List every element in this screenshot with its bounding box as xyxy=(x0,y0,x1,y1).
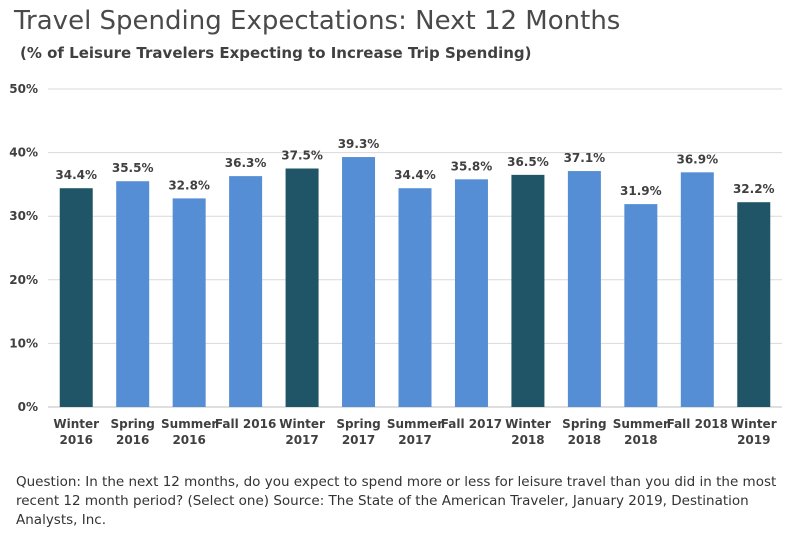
bar xyxy=(737,202,771,407)
x-tick-label: Fall 2016 xyxy=(215,417,276,431)
x-tick-label-line: Fall 2017 xyxy=(441,417,502,431)
x-tick-label-line: Winter xyxy=(731,417,777,431)
x-tick-label: Winter 2019 xyxy=(731,417,777,447)
chart-subtitle: (% of Leisure Travelers Expecting to Inc… xyxy=(20,44,532,62)
x-tick-label-line: 2018 xyxy=(568,433,601,447)
x-tick-label-line: 2017 xyxy=(398,433,431,447)
x-tick-label-line: Winter xyxy=(505,417,551,431)
data-label: 34.4% xyxy=(55,168,97,182)
data-label: 35.8% xyxy=(451,159,493,173)
x-tick-label-line: Fall 2016 xyxy=(215,417,276,431)
y-tick-label: 0% xyxy=(18,400,38,414)
data-label: 36.9% xyxy=(676,152,718,166)
y-axis-tick-labels: 0% 10% 20% 30% 40% 50% xyxy=(9,82,38,414)
bars xyxy=(59,157,771,407)
bar xyxy=(342,157,376,407)
y-tick-label: 10% xyxy=(9,336,38,350)
x-tick-label: Spring 2018 xyxy=(562,417,606,447)
x-tick-label-line: Spring xyxy=(336,417,380,431)
chart-title: Travel Spending Expectations: Next 12 Mo… xyxy=(14,6,621,36)
x-tick-label-line: 2017 xyxy=(285,433,318,447)
x-tick-label-line: 2016 xyxy=(60,433,93,447)
bar xyxy=(285,168,319,407)
bar xyxy=(59,188,93,407)
bar xyxy=(172,198,206,407)
x-tick-label: Summer 2018 xyxy=(613,417,669,447)
x-tick-label-line: 2019 xyxy=(737,433,770,447)
x-tick-label: Fall 2018 xyxy=(667,417,728,431)
bar-chart: 0% 10% 20% 30% 40% 50% 34.4% 35.5% 32.8% 36.3% 37… xyxy=(9,82,782,447)
bar xyxy=(116,181,150,407)
bar xyxy=(229,176,263,407)
data-label: 36.5% xyxy=(507,155,549,169)
x-tick-label-line: Summer xyxy=(613,417,669,431)
y-tick-label: 50% xyxy=(9,82,38,96)
x-tick-label: Fall 2017 xyxy=(441,417,502,431)
y-tick-label: 40% xyxy=(9,146,38,160)
data-labels: 34.4% 35.5% 32.8% 36.3% 37.5% 39.3% 34.4% 35.8%… xyxy=(55,137,774,198)
x-tick-label-line: 2018 xyxy=(511,433,544,447)
x-tick-label-line: 2016 xyxy=(172,433,205,447)
y-tick-label: 30% xyxy=(9,209,38,223)
source-footnote: Question: In the next 12 months, do you … xyxy=(16,474,777,528)
data-label: 32.2% xyxy=(733,182,775,196)
x-tick-label: Winter 2016 xyxy=(53,417,99,447)
x-tick-label-line: Summer xyxy=(161,417,217,431)
bar xyxy=(454,179,488,407)
x-tick-label: Winter 2017 xyxy=(279,417,325,447)
data-label: 32.8% xyxy=(168,178,210,192)
x-tick-label: Spring 2017 xyxy=(336,417,380,447)
x-tick-label-line: Spring xyxy=(562,417,606,431)
x-tick-label: Summer 2016 xyxy=(161,417,217,447)
bar xyxy=(567,171,601,407)
x-tick-label: Summer 2017 xyxy=(387,417,443,447)
bar xyxy=(398,188,432,407)
data-label: 37.5% xyxy=(281,149,323,163)
x-tick-label: Winter 2018 xyxy=(505,417,551,447)
bar xyxy=(511,174,545,407)
data-label: 37.1% xyxy=(564,151,606,165)
bar xyxy=(680,172,714,407)
data-label: 35.5% xyxy=(112,161,154,175)
x-tick-label-line: 2017 xyxy=(342,433,375,447)
data-label: 34.4% xyxy=(394,168,436,182)
x-tick-label-line: Fall 2018 xyxy=(667,417,728,431)
x-tick-label-line: Winter xyxy=(53,417,99,431)
x-tick-label-line: 2018 xyxy=(624,433,657,447)
y-tick-label: 20% xyxy=(9,273,38,287)
x-tick-label-line: Spring xyxy=(110,417,154,431)
data-label: 36.3% xyxy=(225,156,267,170)
x-tick-label-line: Summer xyxy=(387,417,443,431)
data-label: 31.9% xyxy=(620,184,662,198)
bar xyxy=(624,204,658,407)
x-tick-label-line: Winter xyxy=(279,417,325,431)
x-tick-label: Spring 2016 xyxy=(110,417,154,447)
x-tick-label-line: 2016 xyxy=(116,433,149,447)
data-label: 39.3% xyxy=(338,137,380,151)
